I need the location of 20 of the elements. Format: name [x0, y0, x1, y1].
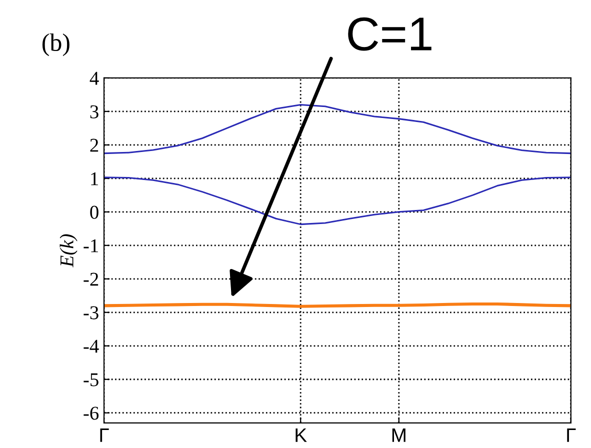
text: (b) — [42, 33, 70, 56]
y-tick-label: -5 — [84, 373, 98, 386]
x-tick-label: Γ — [567, 428, 576, 442]
line-series — [104, 176, 571, 226]
x-tick-label: M — [392, 428, 406, 442]
y-tick-label: 1 — [91, 172, 98, 186]
y-tick-label: 3 — [90, 105, 98, 118]
y-tick-label: -6 — [84, 406, 99, 420]
text: C=1 — [348, 17, 432, 51]
x-tick-label: K — [296, 428, 307, 442]
y-tick-label: 4 — [90, 72, 99, 85]
y-tick-label: -2 — [84, 272, 98, 286]
y-tick-label: -4 — [84, 340, 99, 353]
line-series — [104, 104, 571, 154]
y-tick-label: -1 — [84, 239, 98, 252]
y-axis-title: E(k) — [60, 234, 78, 268]
y-tick-label: 0 — [90, 206, 98, 219]
y-tick-label: -3 — [84, 306, 98, 320]
y-tick-label: 2 — [90, 138, 98, 152]
x-tick-label: Γ — [100, 428, 109, 442]
